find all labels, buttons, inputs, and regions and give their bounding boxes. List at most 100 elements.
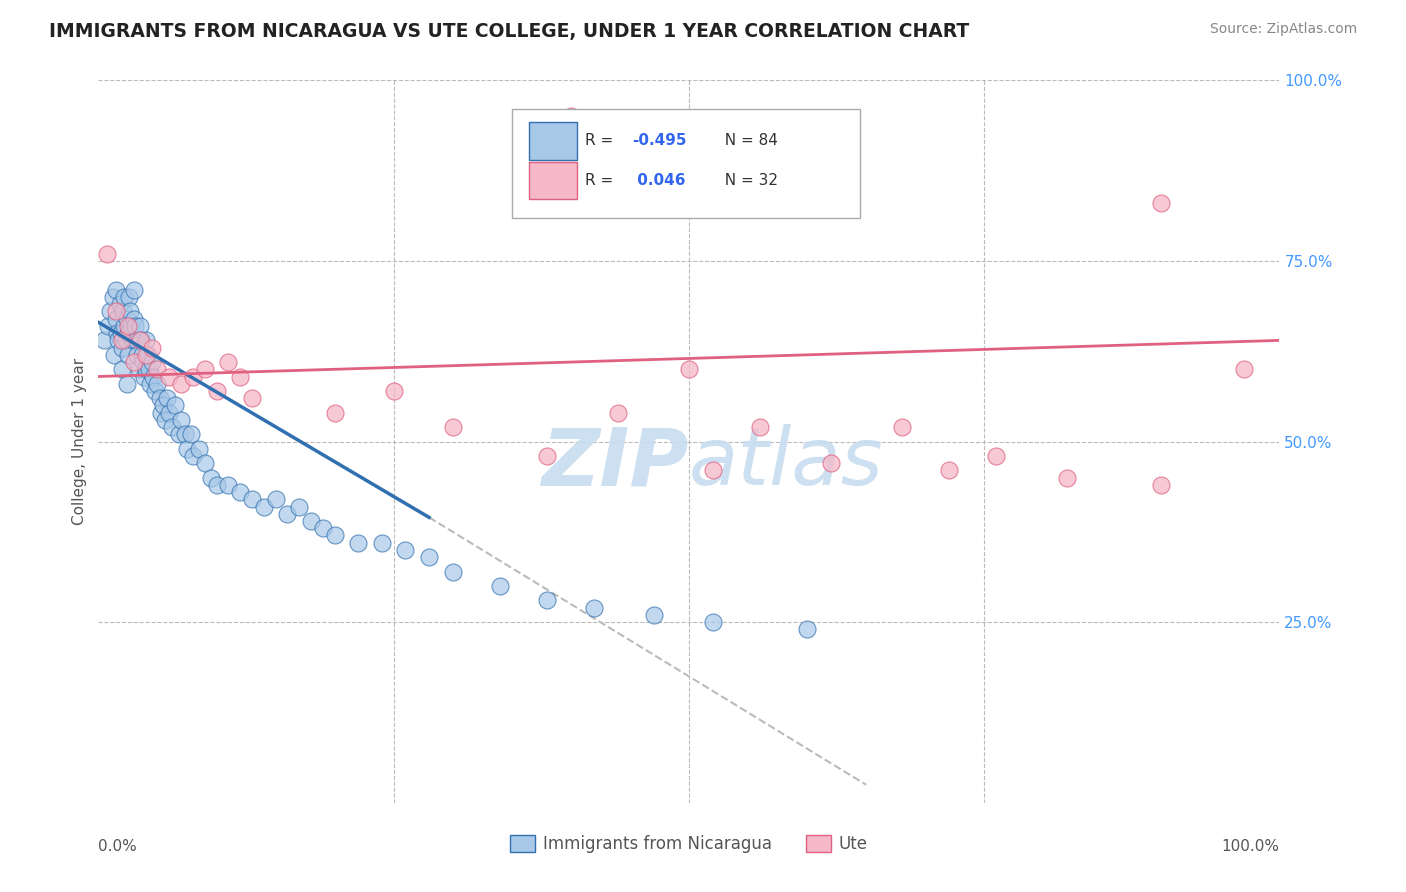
Point	[382, 384, 405, 398]
Point	[205, 478, 228, 492]
Point	[371, 535, 394, 549]
Point	[583, 600, 606, 615]
Point	[112, 304, 135, 318]
Point	[323, 406, 346, 420]
Point	[217, 355, 239, 369]
Point	[984, 449, 1007, 463]
Point	[170, 376, 193, 391]
Point	[194, 456, 217, 470]
Point	[118, 290, 141, 304]
Point	[103, 348, 125, 362]
Text: IMMIGRANTS FROM NICARAGUA VS UTE COLLEGE, UNDER 1 YEAR CORRELATION CHART: IMMIGRANTS FROM NICARAGUA VS UTE COLLEGE…	[49, 22, 970, 41]
Point	[702, 615, 724, 630]
Point	[288, 500, 311, 514]
Point	[122, 311, 145, 326]
Point	[153, 413, 176, 427]
Text: 0.0%: 0.0%	[98, 838, 138, 854]
Point	[124, 318, 146, 333]
Point	[299, 514, 322, 528]
Text: Source: ZipAtlas.com: Source: ZipAtlas.com	[1209, 22, 1357, 37]
Point	[114, 334, 136, 348]
Point	[105, 283, 128, 297]
Point	[173, 427, 195, 442]
Point	[146, 376, 169, 391]
Point	[141, 355, 163, 369]
Point	[1150, 478, 1173, 492]
Point	[702, 463, 724, 477]
Point	[128, 362, 150, 376]
Point	[229, 369, 252, 384]
Text: 100.0%: 100.0%	[1222, 838, 1279, 854]
Point	[441, 420, 464, 434]
Point	[167, 427, 190, 442]
Point	[200, 470, 222, 484]
Text: R =: R =	[585, 134, 619, 148]
Point	[142, 369, 165, 384]
Point	[117, 326, 139, 340]
Point	[796, 623, 818, 637]
Point	[111, 362, 134, 376]
Point	[217, 478, 239, 492]
Point	[146, 362, 169, 376]
Text: ZIP: ZIP	[541, 425, 689, 502]
Point	[418, 550, 440, 565]
Point	[253, 500, 276, 514]
Point	[187, 442, 209, 456]
Point	[820, 456, 842, 470]
Point	[96, 246, 118, 260]
Point	[176, 442, 198, 456]
Point	[890, 420, 912, 434]
Point	[117, 318, 139, 333]
Point	[131, 348, 153, 362]
Point	[136, 348, 159, 362]
Legend: Immigrants from Nicaragua, Ute: Immigrants from Nicaragua, Ute	[503, 828, 875, 860]
Point	[181, 369, 204, 384]
Point	[165, 398, 187, 412]
FancyBboxPatch shape	[530, 162, 576, 200]
Point	[128, 334, 150, 348]
Text: N = 32: N = 32	[714, 173, 778, 188]
Point	[125, 334, 148, 348]
Point	[129, 334, 152, 348]
Point	[181, 449, 204, 463]
Point	[323, 528, 346, 542]
Point	[1233, 362, 1256, 376]
Point	[108, 297, 131, 311]
Point	[536, 593, 558, 607]
Point	[121, 318, 143, 333]
Point	[122, 355, 145, 369]
Point	[347, 535, 370, 549]
Point	[127, 348, 149, 362]
Point	[120, 304, 142, 318]
Point	[150, 406, 173, 420]
Point	[135, 334, 157, 348]
Point	[149, 391, 172, 405]
Point	[489, 579, 512, 593]
Point	[607, 406, 630, 420]
Point	[107, 334, 129, 348]
Point	[122, 283, 145, 297]
Text: N = 84: N = 84	[714, 134, 778, 148]
Point	[678, 362, 700, 376]
Point	[97, 318, 120, 333]
Point	[98, 304, 121, 318]
Point	[117, 348, 139, 362]
Point	[170, 413, 193, 427]
Point	[312, 521, 335, 535]
FancyBboxPatch shape	[512, 109, 860, 218]
Point	[141, 341, 163, 355]
Point	[560, 110, 582, 124]
Point	[132, 355, 155, 369]
Point	[157, 369, 180, 384]
Point	[1056, 470, 1078, 484]
Text: 0.046: 0.046	[633, 173, 686, 188]
Point	[1150, 196, 1173, 211]
Point	[110, 326, 132, 340]
Point	[93, 334, 115, 348]
Point	[128, 318, 150, 333]
Y-axis label: College, Under 1 year: College, Under 1 year	[72, 358, 87, 525]
FancyBboxPatch shape	[530, 122, 576, 160]
Point	[115, 376, 138, 391]
Point	[394, 542, 416, 557]
Point	[536, 449, 558, 463]
